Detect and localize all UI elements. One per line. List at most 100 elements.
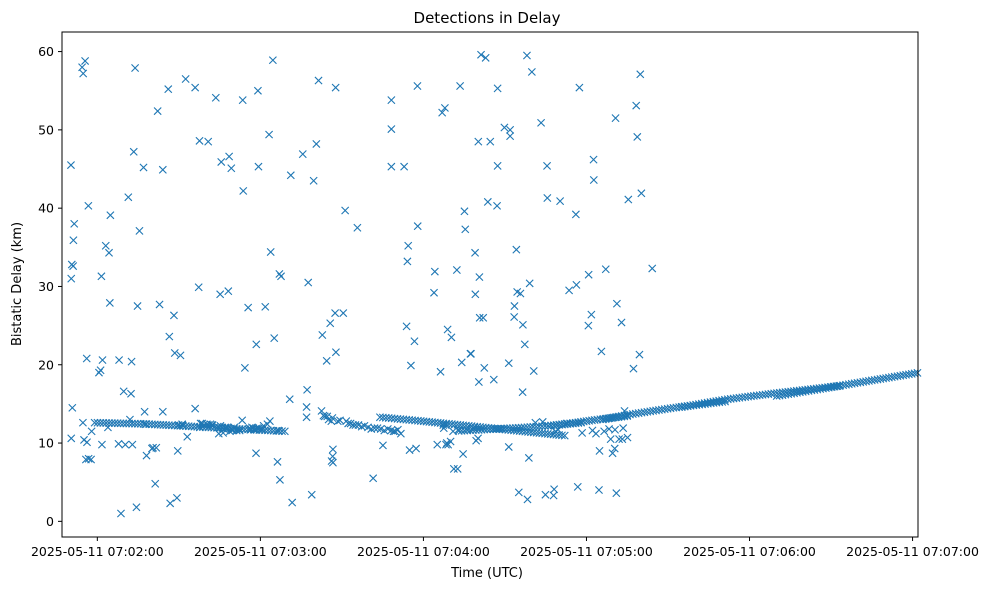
y-tick-label: 40 (38, 201, 54, 216)
data-point (518, 320, 527, 329)
data-point (116, 419, 125, 428)
data-point (84, 201, 93, 210)
data-point (587, 310, 596, 319)
data-point (584, 321, 593, 330)
data-point (400, 162, 409, 171)
data-point (128, 419, 137, 428)
data-point (129, 147, 138, 156)
data-point (114, 439, 123, 448)
data-point (438, 108, 447, 117)
data-point (252, 449, 261, 458)
data-point (479, 313, 488, 322)
data-point (557, 431, 566, 440)
data-point (504, 359, 513, 368)
data-point (113, 419, 122, 428)
data-point (353, 223, 362, 232)
data-point (87, 427, 96, 436)
data-point (265, 130, 274, 139)
data-point (280, 427, 289, 436)
data-point (410, 337, 419, 346)
data-point (170, 349, 179, 357)
data-point (618, 435, 627, 444)
data-point (493, 201, 502, 210)
data-point (611, 425, 619, 434)
data-point (589, 155, 598, 164)
data-point (403, 257, 412, 266)
data-point (107, 419, 116, 428)
y-tick-label: 50 (38, 122, 54, 137)
data-point (96, 366, 105, 375)
data-point (560, 431, 569, 440)
data-point (307, 490, 316, 499)
data-point (302, 403, 311, 412)
data-point (440, 103, 449, 112)
data-point (253, 86, 262, 95)
data-point (183, 432, 192, 441)
data-point (309, 176, 318, 185)
data-point (457, 358, 466, 367)
data-point (512, 245, 521, 254)
data-point (69, 236, 78, 245)
data-point (344, 419, 353, 428)
data-point (606, 435, 615, 444)
data-point (68, 403, 77, 412)
data-point (261, 302, 270, 311)
data-point (83, 438, 91, 447)
data-point (443, 325, 452, 334)
data-point (97, 272, 106, 281)
data-point (84, 454, 93, 463)
data-point (460, 207, 469, 216)
x-tick-label: 2025-05-11 07:03:00 (194, 544, 327, 559)
data-point (139, 163, 148, 172)
data-point (412, 444, 421, 453)
data-point (78, 63, 87, 72)
data-point (328, 452, 337, 461)
data-point (456, 82, 465, 91)
data-point (151, 479, 160, 488)
data-point (461, 225, 470, 234)
data-point (125, 419, 134, 428)
data-point (413, 82, 422, 91)
data-point (238, 416, 247, 425)
data-point (500, 123, 509, 132)
data-point (637, 189, 646, 198)
data-point (69, 262, 78, 271)
x-tick-label: 2025-05-11 07:04:00 (357, 544, 490, 559)
data-point (387, 96, 396, 105)
data-point (430, 288, 439, 297)
data-point (471, 248, 480, 257)
data-point (510, 302, 519, 311)
data-point (304, 278, 313, 287)
data-point (191, 83, 200, 92)
data-point (273, 457, 282, 466)
data-point (314, 76, 323, 85)
data-point (331, 309, 340, 318)
data-point (413, 222, 422, 231)
data-point (591, 429, 600, 438)
data-point (493, 161, 502, 170)
data-point (378, 441, 387, 450)
data-point (506, 132, 515, 141)
data-point (459, 450, 468, 458)
data-point (504, 442, 513, 451)
data-point (122, 419, 131, 428)
data-point (369, 474, 378, 483)
data-point (600, 427, 609, 436)
data-point (474, 434, 483, 443)
data-point (181, 74, 190, 83)
data-point (402, 322, 411, 331)
data-point (346, 419, 355, 428)
data-point (155, 300, 164, 309)
data-point (142, 451, 151, 460)
data-point (543, 161, 552, 170)
data-point (328, 414, 337, 422)
data-point (474, 137, 483, 146)
data-point (404, 241, 413, 250)
data-point (612, 299, 621, 308)
data-point (405, 446, 414, 455)
data-point (270, 334, 279, 343)
data-point (573, 482, 582, 491)
data-point (520, 340, 529, 349)
data-point (224, 287, 233, 296)
data-point (527, 67, 536, 76)
